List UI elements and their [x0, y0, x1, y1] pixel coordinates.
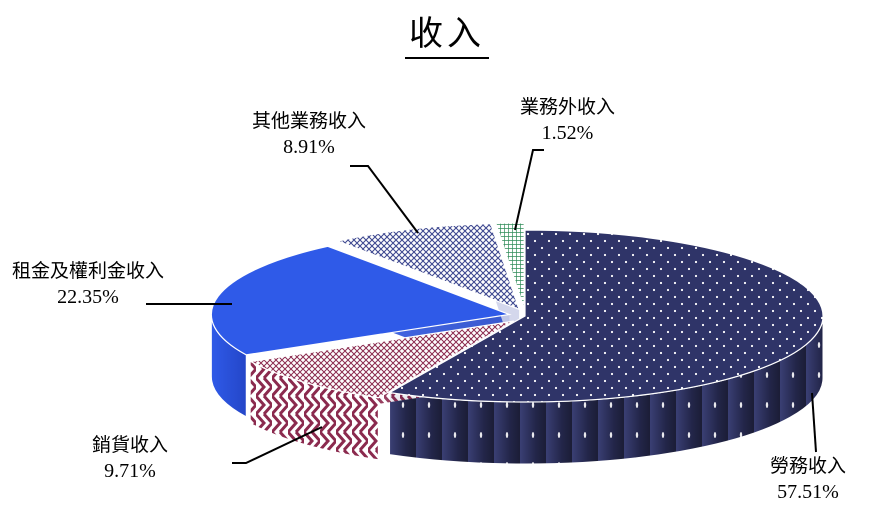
- pie-slice-service: [387, 229, 824, 403]
- leader-line-service: [811, 392, 817, 453]
- pie-slice-other: [335, 223, 521, 311]
- slice-name-other: 其他業務收入: [252, 110, 367, 132]
- slice-name-sales: 銷貨收入: [92, 434, 169, 456]
- slice-name-rent: 租金及權利金收入: [12, 260, 165, 282]
- chart-title: 收入: [0, 6, 894, 59]
- slice-name-outside: 業務外收入: [520, 96, 616, 118]
- slice-value-rent: 22.35%: [57, 286, 119, 308]
- slice-name-service: 勞務收入: [770, 455, 847, 477]
- slice-value-service: 57.51%: [777, 481, 839, 503]
- slice-label-business-outside: 業務外收入 1.52%: [520, 94, 615, 146]
- leader-line-outside: [514, 149, 544, 231]
- pie-slice-sales: [248, 320, 515, 399]
- leader-line-other: [350, 165, 419, 234]
- leader-line-sales: [232, 426, 323, 464]
- slice-label-service: 勞務收入 57.51%: [770, 453, 846, 505]
- chart-title-text: 收入: [405, 6, 489, 59]
- pie-slice-outside: [494, 222, 525, 309]
- slice-value-sales: 9.71%: [104, 460, 156, 482]
- slice-value-outside: 1.52%: [541, 122, 594, 144]
- slice-label-rent: 租金及權利金收入 22.35%: [12, 258, 164, 310]
- slice-label-other-business: 其他業務收入 8.91%: [252, 108, 366, 160]
- slice-value-other: 8.91%: [283, 136, 335, 158]
- slice-label-sales: 銷貨收入 9.71%: [92, 432, 168, 484]
- pie-slice-rent: [210, 245, 512, 356]
